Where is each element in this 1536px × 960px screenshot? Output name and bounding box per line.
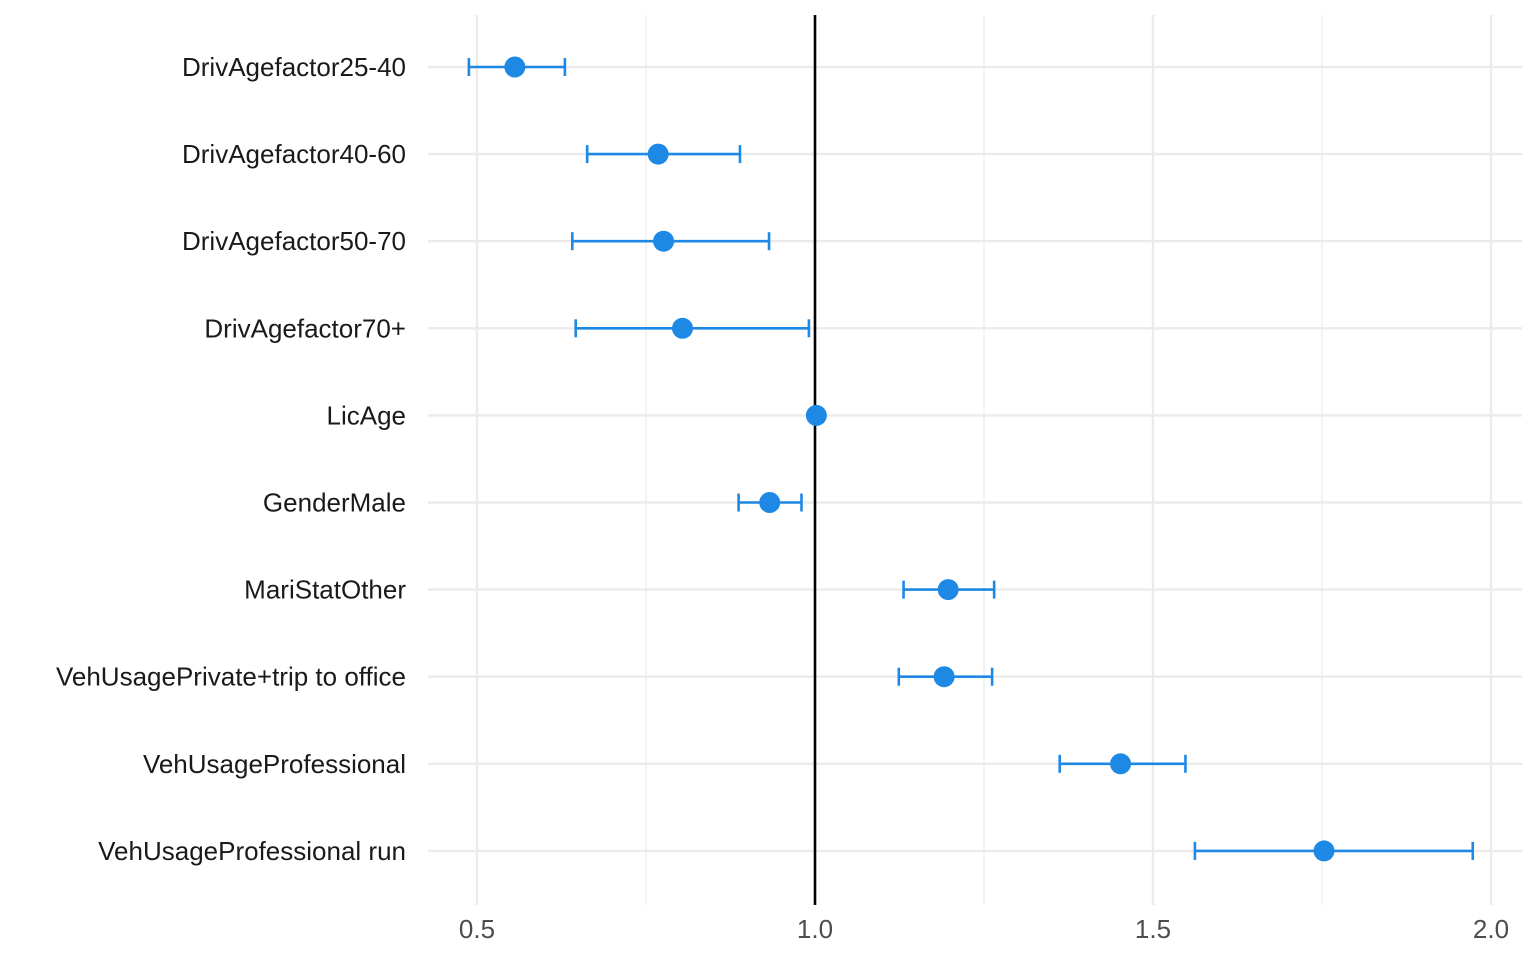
estimate-point [672, 317, 694, 339]
y-tick-label: VehUsagePrivate+trip to office [56, 662, 406, 692]
x-tick-label: 1.5 [1135, 914, 1171, 944]
y-tick-label: DrivAgefactor25-40 [182, 52, 406, 82]
major-gridlines [428, 15, 1522, 905]
estimate-point [933, 666, 955, 688]
estimate-point [759, 492, 781, 513]
x-tick-label: 0.5 [459, 914, 495, 944]
y-tick-label: VehUsageProfessional run [98, 836, 406, 866]
x-tick-label: 1.0 [797, 914, 833, 944]
estimate-point [937, 579, 959, 601]
estimate-point [504, 56, 526, 78]
minor-gridlines [645, 15, 1323, 905]
estimate-marks [467, 56, 1475, 862]
x-tick-label: 2.0 [1473, 914, 1509, 944]
y-tick-label: DrivAgefactor40-60 [182, 139, 406, 169]
y-axis-labels: DrivAgefactor25-40 DrivAgefactor40-60 Driv… [56, 52, 406, 866]
estimate-point [1110, 753, 1132, 775]
y-tick-label: DrivAgefactor50-70 [182, 226, 406, 256]
estimate-point [1313, 840, 1335, 862]
y-tick-label: DrivAgefactor70+ [204, 313, 406, 343]
estimate-point [653, 230, 675, 252]
y-tick-label: VehUsageProfessional [143, 749, 406, 779]
y-tick-label: GenderMale [263, 488, 406, 518]
estimate-point [647, 143, 669, 165]
estimate-point [805, 404, 827, 426]
y-tick-label: LicAge [327, 400, 407, 430]
y-tick-label: MariStatOther [244, 575, 406, 605]
x-axis-tick-labels: 0.5 1.0 1.5 2.0 [459, 914, 1509, 944]
